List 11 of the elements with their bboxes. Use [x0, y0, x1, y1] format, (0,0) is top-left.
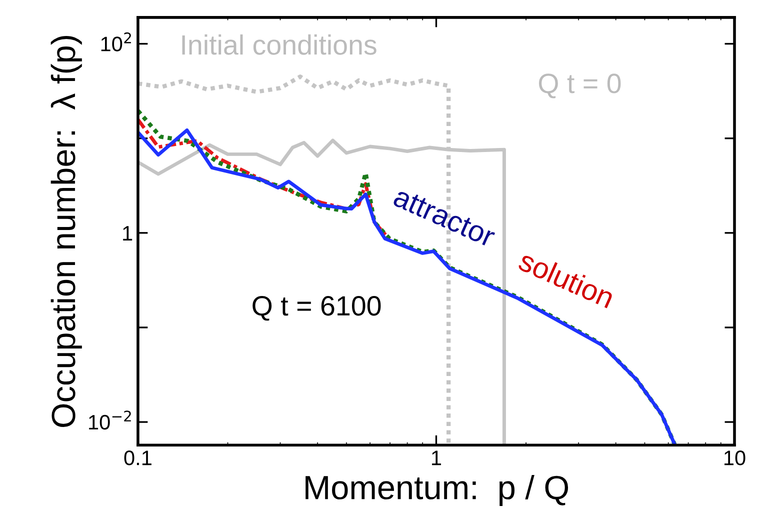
- x-tick-label: 0.1: [124, 450, 152, 466]
- annotation: Q t = 0: [538, 74, 621, 98]
- y-tick-label: 10$^{2}$: [101, 32, 131, 52]
- x-tick-label: 10: [724, 450, 746, 466]
- x-axis-title: Momentum: p / Q: [306, 474, 568, 506]
- y-axis-title: Occupation number: λ f(p): [50, 36, 82, 427]
- y-tick-label: 10$^{−2}$: [89, 410, 131, 430]
- y-tick-label: 1: [123, 226, 132, 240]
- annotation: Initial conditions: [182, 34, 376, 55]
- x-tick-label: 1: [432, 450, 442, 466]
- annotation: Q t = 6100: [252, 296, 381, 321]
